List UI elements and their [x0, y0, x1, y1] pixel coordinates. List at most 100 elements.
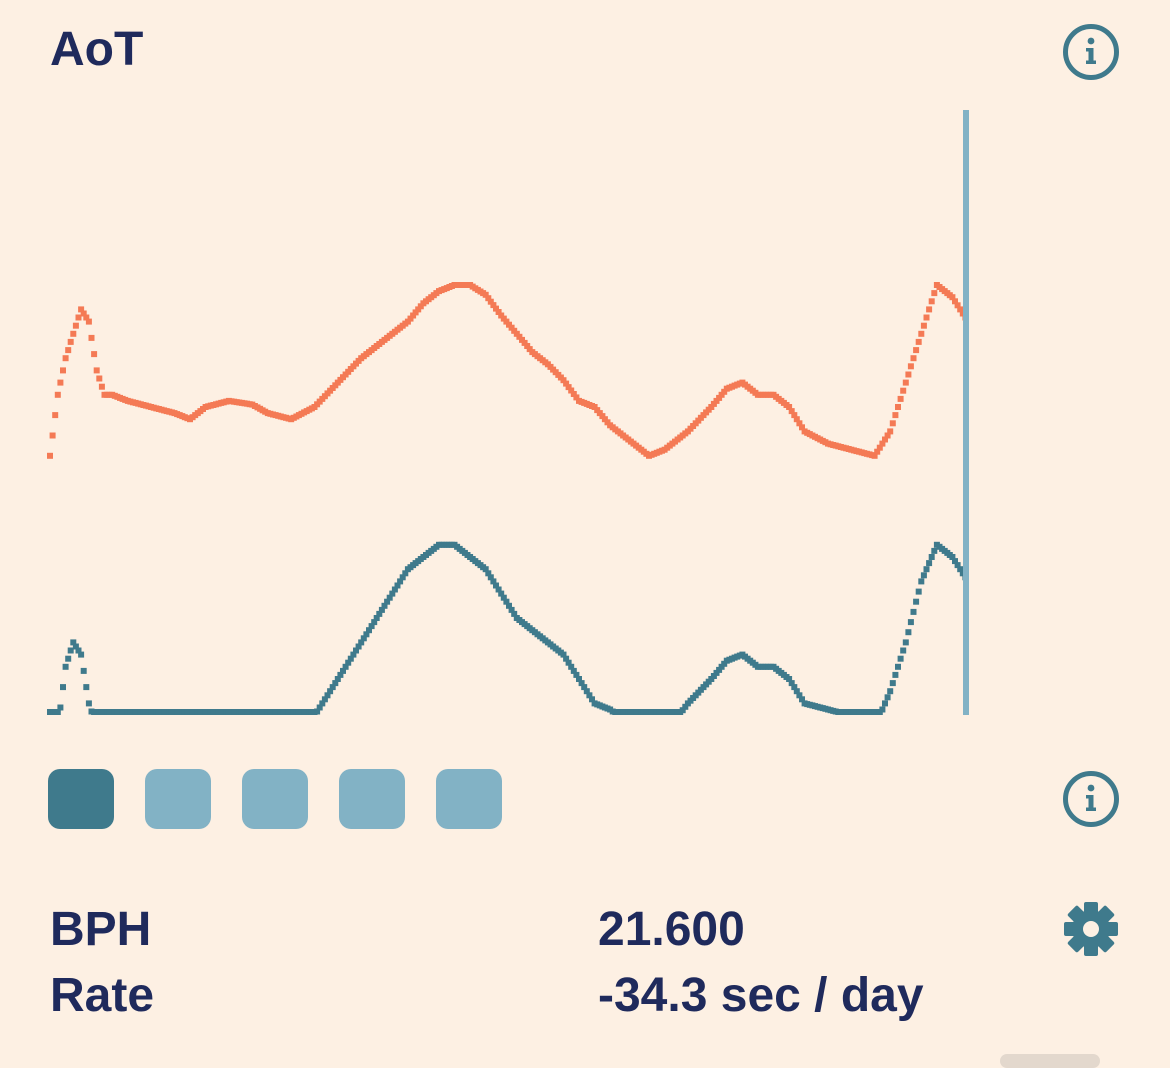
trace-point — [887, 688, 894, 695]
trace-point — [67, 338, 74, 345]
trace-point — [78, 306, 85, 313]
trace-point — [915, 588, 922, 595]
trace-point — [949, 294, 956, 301]
trace-point — [583, 688, 590, 695]
trace-point — [47, 452, 53, 459]
trace-point — [892, 412, 899, 419]
trace-point — [928, 298, 935, 305]
trace-point — [931, 547, 938, 554]
scroll-handle[interactable] — [1000, 1054, 1100, 1068]
trace-point — [682, 703, 689, 710]
trace-point — [72, 322, 79, 329]
trace-point — [384, 598, 391, 605]
trace-point — [710, 673, 717, 679]
trace-point — [490, 578, 497, 585]
trace-point — [342, 663, 349, 670]
trace-point — [503, 598, 510, 605]
trace-point — [920, 322, 927, 329]
info-icon[interactable] — [1063, 771, 1119, 827]
trace-point — [874, 448, 881, 455]
trace-point — [931, 290, 938, 297]
trace-point — [786, 404, 793, 410]
trace-point — [895, 663, 901, 670]
trace-point — [791, 684, 798, 691]
trace-point — [386, 594, 393, 601]
trace-point — [568, 663, 575, 670]
trace-point — [62, 355, 69, 362]
trace-point — [884, 694, 891, 701]
trace-point — [910, 608, 917, 615]
trace-point — [521, 339, 528, 346]
trace-point — [54, 709, 61, 715]
trace-point — [915, 338, 922, 345]
trace-point — [493, 305, 499, 312]
trace-point — [83, 314, 90, 321]
trace-point — [895, 404, 901, 410]
trace-point — [913, 598, 920, 605]
trace-point — [80, 310, 87, 317]
trace-point — [490, 302, 497, 309]
segment-4[interactable] — [339, 769, 405, 829]
segment-5[interactable] — [436, 769, 502, 829]
trace-point — [679, 707, 686, 714]
trace-point — [402, 570, 409, 577]
trace-point — [62, 663, 69, 670]
trace-point — [381, 602, 388, 609]
trace-point — [500, 594, 507, 601]
trace-point — [360, 635, 367, 642]
app-title: AoT — [50, 23, 144, 76]
trace-point — [897, 395, 904, 402]
trace-point — [708, 404, 715, 410]
trace-point — [581, 684, 588, 691]
trace-point — [358, 639, 365, 646]
trace-point — [495, 586, 502, 593]
trace-point — [565, 659, 572, 666]
trace-point — [49, 432, 56, 439]
trace-point — [599, 413, 606, 420]
trace-point — [573, 671, 580, 678]
trace-point — [363, 631, 370, 638]
trace-point — [957, 566, 964, 573]
trace-point — [913, 347, 920, 354]
trace-point — [876, 444, 883, 451]
trace-point — [959, 570, 966, 577]
trace-cursor-line[interactable] — [963, 110, 969, 715]
trace-point — [316, 704, 323, 711]
trace-point — [60, 367, 66, 374]
trace-point — [892, 671, 899, 678]
trace-point — [355, 643, 362, 650]
trace-point — [591, 404, 598, 410]
trace-point — [319, 700, 326, 707]
trace-point — [91, 351, 98, 358]
trace-point — [905, 629, 912, 636]
trace-point — [88, 334, 95, 341]
trace-point — [563, 655, 570, 662]
trace-point — [900, 647, 907, 654]
trace-point — [560, 651, 567, 658]
trace-point — [70, 639, 77, 646]
info-icon[interactable] — [1063, 24, 1119, 80]
trace-point — [93, 367, 100, 374]
trace-point — [415, 306, 422, 313]
segment-selector — [48, 769, 502, 829]
trace-teal-series — [47, 541, 969, 715]
trace-point — [78, 651, 85, 658]
segment-2[interactable] — [145, 769, 211, 829]
trace-point — [80, 667, 87, 674]
trace-point — [786, 676, 793, 682]
trace-point — [373, 615, 380, 621]
trace-point — [799, 424, 805, 431]
trace-point — [791, 412, 798, 419]
gear-icon[interactable] — [1062, 900, 1120, 958]
rate-value: -34.3 sec / day — [598, 969, 924, 1022]
trace-point — [879, 706, 886, 713]
trace-point — [560, 377, 567, 384]
trace-point — [920, 572, 927, 579]
trace-point — [900, 387, 907, 394]
trace-point — [721, 388, 728, 395]
trace-point — [485, 295, 492, 302]
segment-1[interactable] — [48, 769, 114, 829]
trace-point — [487, 298, 494, 305]
trace-point — [65, 655, 72, 662]
segment-3[interactable] — [242, 769, 308, 829]
